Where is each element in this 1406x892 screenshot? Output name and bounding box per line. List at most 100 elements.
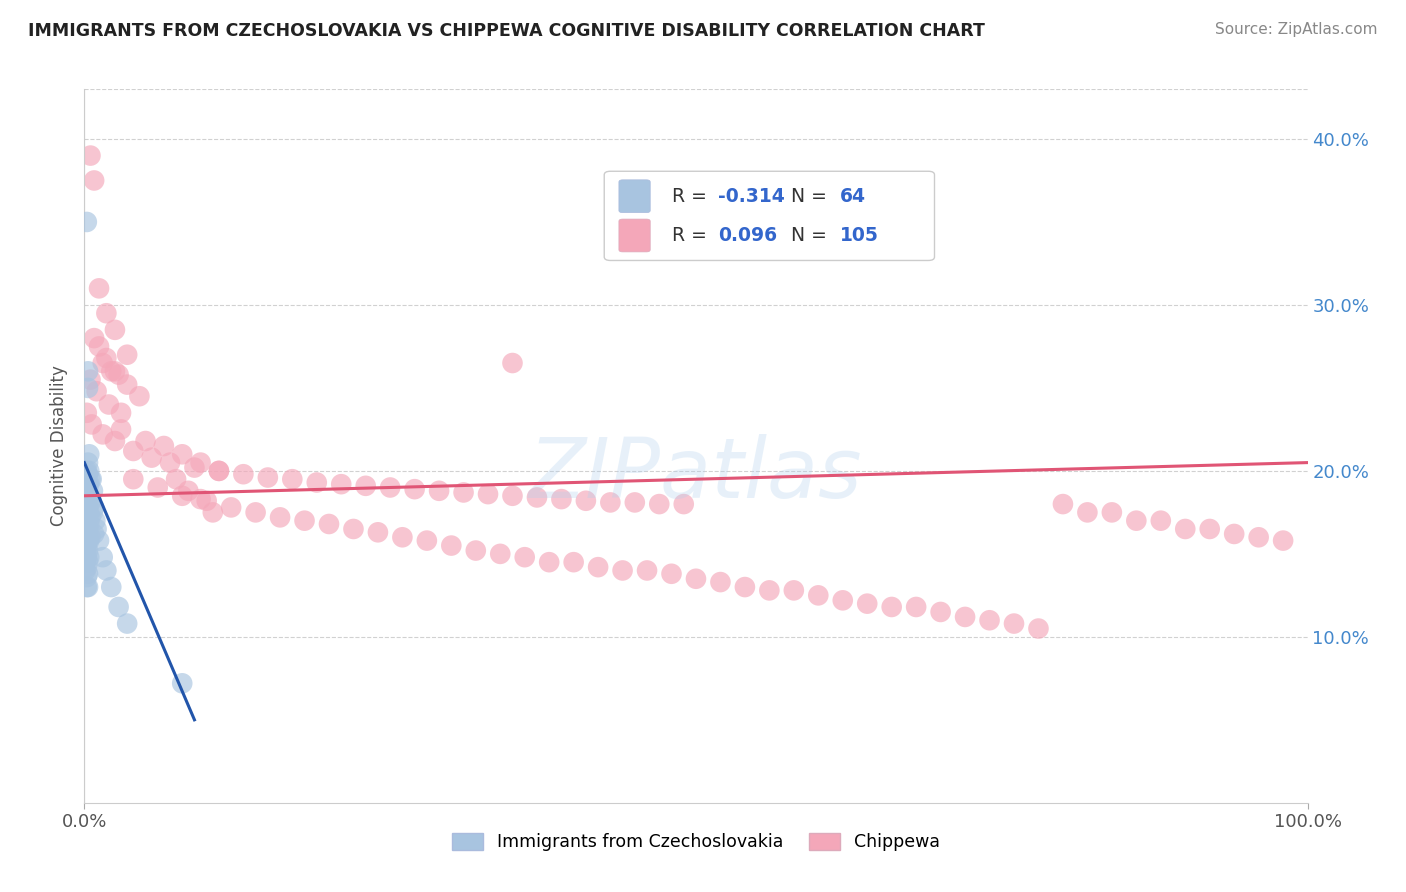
Legend: Immigrants from Czechoslovakia, Chippewa: Immigrants from Czechoslovakia, Chippewa [444,826,948,858]
Point [685,572,707,586]
FancyBboxPatch shape [619,219,650,252]
Point [96,564,118,578]
Point [82,505,104,519]
Point [489,547,512,561]
Point [91,550,114,565]
Point [77,464,100,478]
Point [77,500,100,515]
Point [76,489,98,503]
Point [190,456,212,470]
Point [77,467,100,482]
Point [190,492,212,507]
Point [183,460,205,475]
Point [80,472,103,486]
Point [83,500,105,515]
Point [165,472,187,486]
Point [76,475,98,490]
Point [1150,514,1173,528]
Point [550,492,572,507]
Point [77,543,100,558]
Point [1076,505,1098,519]
FancyBboxPatch shape [619,180,650,212]
Point [86,522,108,536]
Point [208,464,231,478]
Point [91,356,114,370]
Point [77,381,100,395]
Point [97,397,120,411]
Point [905,599,928,614]
Point [624,495,647,509]
Point [1198,522,1220,536]
Point [115,377,138,392]
Point [79,493,101,508]
Point [404,482,426,496]
Point [146,481,169,495]
Point [807,588,830,602]
Point [538,555,561,569]
Point [269,510,291,524]
Point [80,417,103,432]
Point [75,555,97,569]
FancyBboxPatch shape [605,171,935,260]
Point [75,530,97,544]
Point [76,560,98,574]
Point [612,564,634,578]
Point [77,456,100,470]
Point [380,481,402,495]
Point [831,593,853,607]
Text: N =: N = [792,226,834,245]
Point [77,533,100,548]
Point [77,489,100,503]
Text: -0.314: -0.314 [718,186,785,206]
Point [104,323,127,337]
Point [96,351,118,365]
Point [281,472,304,486]
Point [929,605,952,619]
Text: Source: ZipAtlas.com: Source: ZipAtlas.com [1215,22,1378,37]
Point [141,450,163,465]
Point [783,583,806,598]
Point [76,500,98,515]
Point [107,599,129,614]
Point [96,306,118,320]
Point [195,493,218,508]
Point [1028,622,1050,636]
Point [758,583,780,598]
Point [87,281,110,295]
Point [135,434,157,448]
Point [880,599,903,614]
Point [77,516,100,531]
Point [79,148,101,162]
Point [599,495,621,509]
Point [83,331,105,345]
Point [76,570,98,584]
Point [87,339,110,353]
Point [1247,530,1270,544]
Text: R =: R = [672,226,713,245]
Point [453,485,475,500]
Point [79,530,101,544]
Point [1272,533,1295,548]
Point [354,479,377,493]
Point [104,434,127,448]
Point [636,564,658,578]
Point [122,444,145,458]
Point [83,527,105,541]
Point [79,510,101,524]
Point [75,500,97,515]
Point [177,483,200,498]
Point [87,533,110,548]
Point [77,510,100,524]
Point [77,477,100,491]
Point [440,539,463,553]
Point [76,522,98,536]
Point [232,467,254,482]
Point [416,533,439,548]
Point [77,505,100,519]
Point [75,539,97,553]
Point [342,522,364,536]
Point [77,566,100,581]
Point [100,580,122,594]
Point [83,173,105,187]
Point [76,510,98,524]
